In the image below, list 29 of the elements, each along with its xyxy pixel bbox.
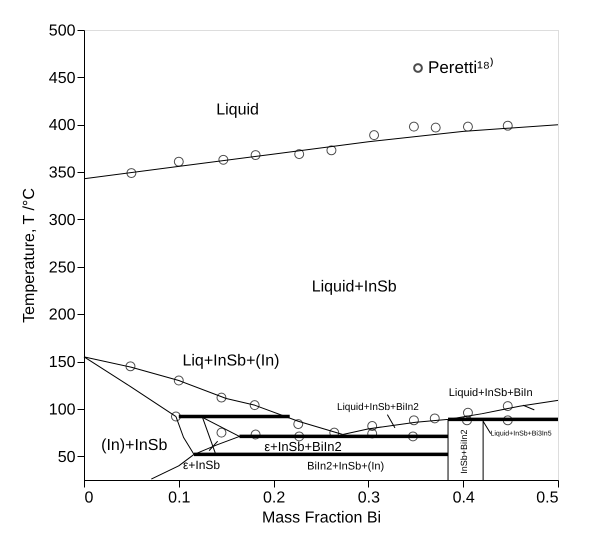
y-tick-label: 450 <box>48 70 76 87</box>
y-tick-label: 250 <box>48 259 76 276</box>
y-axis-title: Temperature, T /°C <box>20 188 38 323</box>
annotation: InSb+BiIn2 <box>459 429 470 474</box>
annotation: Liquid <box>216 102 259 119</box>
x-tick-label: 0.4 <box>452 490 475 506</box>
x-tick-label: 0 <box>84 490 94 506</box>
x-axis-title: Mass Fraction Bi <box>262 510 382 526</box>
y-tick-label: 400 <box>48 117 76 134</box>
x-tick-label: 0.5 <box>536 490 559 506</box>
annotation: Liquid+InSb+BiIn2 <box>337 402 420 414</box>
annotation: Liq+InSb+(In) <box>182 352 280 370</box>
x-tick-label: 0.2 <box>262 490 286 506</box>
annotation: Liquid+InSb+BiIn <box>448 386 533 399</box>
y-tick-label: 350 <box>48 164 76 182</box>
x-tick-label: 0.1 <box>168 490 191 506</box>
annotation: (In)+InSb <box>101 436 168 454</box>
annotation: Liquid+InSb <box>312 278 397 296</box>
y-tick-label: 150 <box>48 354 76 372</box>
annotation: ε+InSb <box>183 458 220 472</box>
y-tick-label: 200 <box>48 306 76 324</box>
y-tick-label: 500 <box>48 22 76 40</box>
annotation: BiIn2+InSb+(In) <box>307 460 384 473</box>
x-tick-label: 0.3 <box>358 490 380 506</box>
annotation: ε+InSb+BiIn2 <box>264 438 342 454</box>
y-tick-label: 300 <box>48 212 76 229</box>
y-tick-label: 100 <box>48 401 76 418</box>
y-tick-label: 50 <box>58 448 76 466</box>
legend-label: Peretti¹⁸⁾ <box>428 57 494 77</box>
